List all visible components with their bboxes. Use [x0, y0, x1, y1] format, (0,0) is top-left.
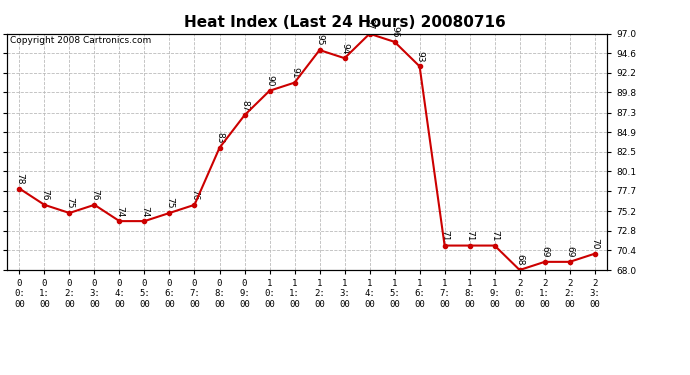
- Text: 91: 91: [290, 67, 299, 78]
- Text: 69: 69: [540, 246, 549, 258]
- Text: 69: 69: [565, 246, 574, 258]
- Text: 94: 94: [340, 43, 349, 54]
- Text: 76: 76: [190, 189, 199, 201]
- Text: 95: 95: [315, 34, 324, 46]
- Text: 78: 78: [15, 173, 24, 184]
- Text: 76: 76: [40, 189, 49, 201]
- Text: 96: 96: [390, 26, 399, 38]
- Text: 75: 75: [65, 197, 74, 209]
- Text: 75: 75: [165, 197, 174, 209]
- Text: 71: 71: [465, 230, 474, 242]
- Text: 93: 93: [415, 51, 424, 62]
- Text: 97: 97: [365, 18, 374, 30]
- Text: 76: 76: [90, 189, 99, 201]
- Text: 74: 74: [115, 206, 124, 217]
- Text: 70: 70: [590, 238, 599, 249]
- Text: 71: 71: [440, 230, 449, 242]
- Text: Heat Index (Last 24 Hours) 20080716: Heat Index (Last 24 Hours) 20080716: [184, 15, 506, 30]
- Text: 90: 90: [265, 75, 274, 87]
- Text: 74: 74: [140, 206, 149, 217]
- Text: 87: 87: [240, 99, 249, 111]
- Text: 71: 71: [490, 230, 499, 242]
- Text: Copyright 2008 Cartronics.com: Copyright 2008 Cartronics.com: [10, 36, 151, 45]
- Text: 68: 68: [515, 254, 524, 266]
- Text: 83: 83: [215, 132, 224, 144]
